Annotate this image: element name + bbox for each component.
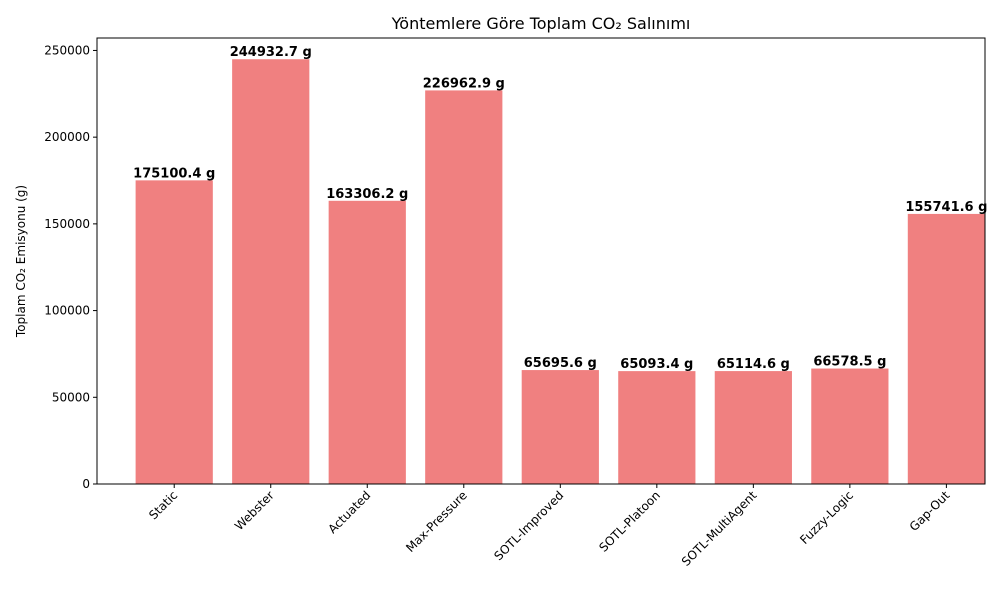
data-label-gap-out: 155741.6 g (905, 200, 987, 215)
x-tick-label-sotl-multiagent: SOTL-MultiAgent (679, 488, 760, 569)
bar-sotl-platoon (618, 371, 696, 484)
bar-actuated (328, 200, 406, 484)
x-tick-label-gap-out: Gap-Out (907, 488, 953, 534)
bar-max-pressure (425, 90, 503, 484)
y-tick-label: 200000 (44, 130, 90, 144)
data-label-static: 175100.4 g (133, 166, 215, 181)
bar-webster (232, 59, 310, 484)
chart-title: Yöntemlere Göre Toplam CO₂ Salınımı (391, 14, 691, 33)
bar-sotl-improved (521, 370, 599, 484)
y-tick-label: 250000 (44, 43, 90, 57)
x-tick-label-max-pressure: Max-Pressure (403, 488, 470, 555)
bar-fuzzy-logic (811, 368, 889, 484)
data-label-sotl-improved: 65695.6 g (524, 356, 597, 371)
y-tick-label: 100000 (44, 304, 90, 318)
y-tick-label: 50000 (52, 390, 90, 404)
data-label-max-pressure: 226962.9 g (423, 76, 505, 91)
data-label-webster: 244932.7 g (230, 45, 312, 60)
bar-static (135, 180, 213, 484)
bar-sotl-multiagent (714, 371, 792, 484)
x-tick-label-static: Static (146, 488, 180, 522)
x-tick-label-webster: Webster (232, 488, 277, 533)
y-axis: 0 50000 100000 150000 200000 250000 (44, 43, 97, 491)
x-axis: Static Webster Actuated Max-Pressure SOTL-Im… (146, 484, 953, 569)
data-label-actuated: 163306.2 g (326, 187, 408, 202)
data-label-fuzzy-logic: 66578.5 g (813, 355, 886, 370)
bars-group (135, 59, 985, 484)
y-axis-label: Toplam CO₂ Emisyonu (g) (14, 185, 28, 338)
data-labels-group: 175100.4 g 244932.7 g 163306.2 g 226962.9 g… (133, 45, 987, 372)
x-tick-label-sotl-improved: SOTL-Improved (491, 488, 566, 563)
y-tick-label: 0 (82, 477, 90, 491)
bar-gap-out (907, 213, 985, 484)
y-tick-label: 150000 (44, 217, 90, 231)
x-tick-label-actuated: Actuated (325, 488, 373, 536)
data-label-sotl-multiagent: 65114.6 g (717, 357, 790, 372)
data-label-sotl-platoon: 65093.4 g (620, 357, 693, 372)
x-tick-label-fuzzy-logic: Fuzzy-Logic (797, 488, 856, 547)
x-tick-label-sotl-platoon: SOTL-Platoon (596, 488, 663, 555)
plot-frame (96, 37, 986, 485)
